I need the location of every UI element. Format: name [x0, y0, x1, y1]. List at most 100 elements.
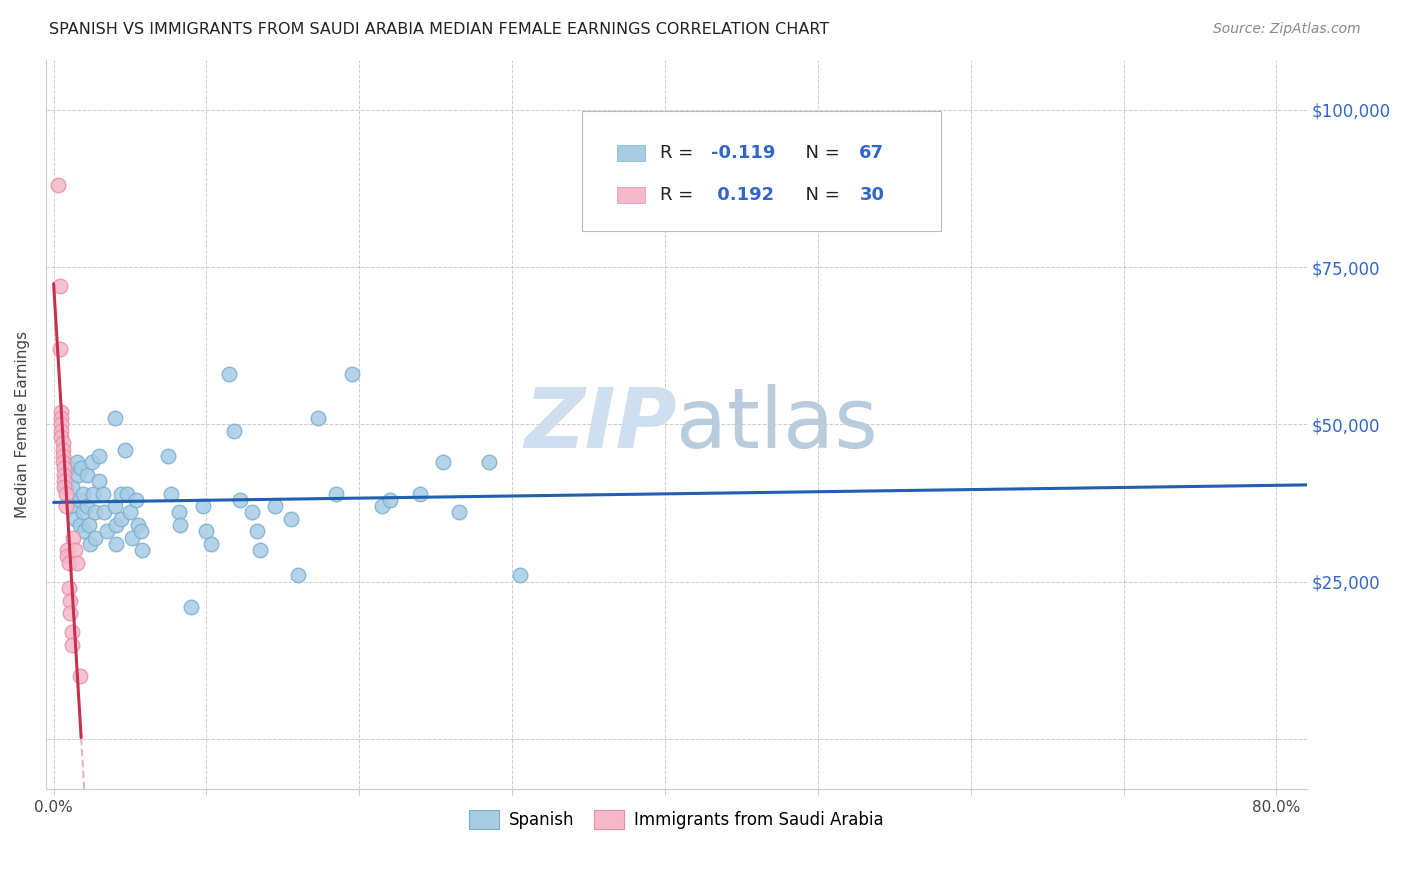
Point — [83, 506, 105, 520]
Point — [67, 467, 90, 482]
Point — [55, 499, 77, 513]
Point — [53, 467, 76, 482]
Point — [222, 424, 245, 438]
Point — [432, 455, 454, 469]
Point — [51, 424, 73, 438]
Point — [307, 411, 329, 425]
Point — [195, 524, 218, 539]
Point — [58, 581, 80, 595]
Point — [249, 543, 271, 558]
Point — [96, 524, 118, 539]
Point — [180, 599, 202, 614]
Text: 67: 67 — [859, 144, 884, 162]
Point — [51, 417, 73, 432]
Point — [229, 492, 252, 507]
Point — [72, 506, 94, 520]
Point — [55, 486, 77, 500]
Text: -0.119: -0.119 — [710, 144, 775, 162]
Point — [114, 442, 136, 457]
Point — [69, 492, 91, 507]
Point — [58, 461, 80, 475]
Point — [131, 543, 153, 558]
Point — [121, 531, 143, 545]
FancyBboxPatch shape — [617, 186, 645, 202]
Text: SPANISH VS IMMIGRANTS FROM SAUDI ARABIA MEDIAN FEMALE EARNINGS CORRELATION CHART: SPANISH VS IMMIGRANTS FROM SAUDI ARABIA … — [49, 22, 830, 37]
Point — [118, 506, 141, 520]
Point — [65, 455, 87, 469]
Point — [509, 568, 531, 582]
Point — [160, 486, 183, 500]
Point — [69, 518, 91, 533]
Point — [110, 512, 132, 526]
Point — [55, 480, 77, 494]
Point — [169, 518, 191, 533]
Point — [105, 537, 128, 551]
Text: 0.192: 0.192 — [710, 186, 773, 203]
Point — [125, 492, 148, 507]
Point — [478, 455, 501, 469]
Point — [76, 467, 98, 482]
Point — [80, 455, 103, 469]
Point — [51, 411, 73, 425]
Point — [115, 486, 138, 500]
Point — [280, 512, 302, 526]
Point — [53, 474, 76, 488]
FancyBboxPatch shape — [582, 111, 941, 231]
Y-axis label: Median Female Earnings: Median Female Earnings — [15, 331, 30, 518]
Text: ZIP: ZIP — [524, 384, 676, 465]
Text: atlas: atlas — [676, 384, 879, 465]
Point — [193, 499, 215, 513]
Point — [48, 279, 70, 293]
Point — [48, 342, 70, 356]
Text: Source: ZipAtlas.com: Source: ZipAtlas.com — [1213, 22, 1361, 37]
Point — [60, 638, 83, 652]
Text: R =: R = — [659, 186, 699, 203]
Point — [63, 543, 86, 558]
Point — [104, 411, 127, 425]
Point — [52, 442, 75, 457]
Point — [371, 499, 394, 513]
Point — [218, 367, 240, 381]
Point — [52, 449, 75, 463]
Point — [62, 531, 84, 545]
Point — [77, 518, 100, 533]
Text: N =: N = — [794, 186, 845, 203]
Point — [127, 518, 149, 533]
Point — [63, 512, 86, 526]
Legend: Spanish, Immigrants from Saudi Arabia: Spanish, Immigrants from Saudi Arabia — [463, 803, 891, 836]
Point — [69, 669, 91, 683]
Point — [409, 486, 432, 500]
Point — [89, 449, 111, 463]
Point — [73, 524, 96, 539]
Point — [129, 524, 152, 539]
Point — [53, 480, 76, 494]
Point — [82, 486, 104, 500]
Point — [56, 543, 79, 558]
Point — [200, 537, 222, 551]
Point — [52, 455, 75, 469]
Point — [59, 606, 82, 620]
Point — [167, 506, 190, 520]
Point — [52, 436, 75, 450]
Point — [56, 549, 79, 564]
Text: 30: 30 — [859, 186, 884, 203]
Point — [105, 518, 128, 533]
Text: N =: N = — [794, 144, 845, 162]
Point — [60, 624, 83, 639]
Point — [340, 367, 363, 381]
Point — [51, 405, 73, 419]
Point — [157, 449, 180, 463]
Point — [51, 430, 73, 444]
Point — [104, 499, 127, 513]
Text: R =: R = — [659, 144, 699, 162]
Point — [264, 499, 287, 513]
Point — [83, 531, 105, 545]
FancyBboxPatch shape — [617, 145, 645, 161]
Point — [76, 499, 98, 513]
Point — [58, 556, 80, 570]
Point — [110, 486, 132, 500]
Point — [91, 486, 114, 500]
Point — [46, 178, 69, 193]
Point — [240, 506, 263, 520]
Point — [79, 537, 101, 551]
